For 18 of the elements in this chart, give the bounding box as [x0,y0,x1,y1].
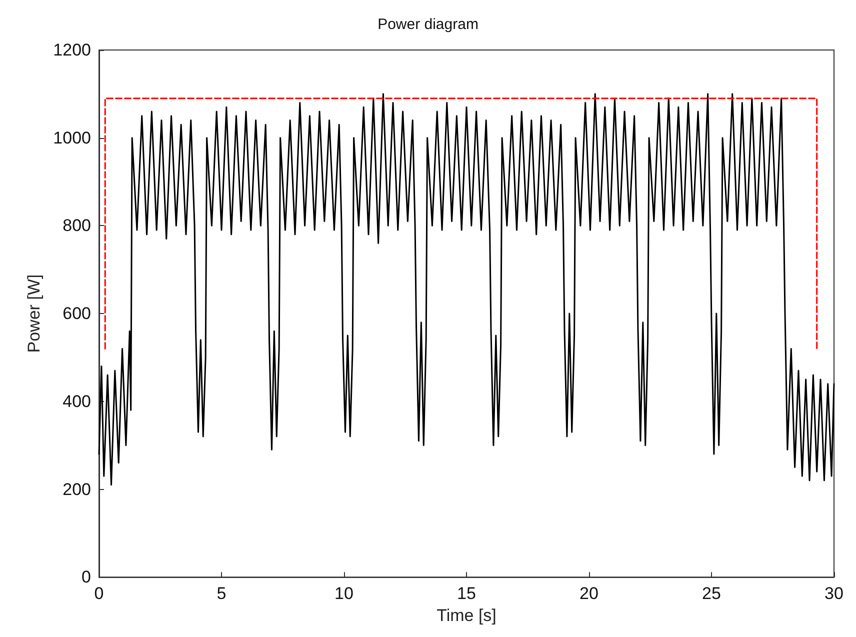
y-tick-label: 1200 [53,40,91,60]
y-tick-label: 0 [82,568,91,587]
x-tick-label: 0 [94,584,104,604]
y-tick-label: 800 [62,216,91,236]
y-tick-label: 600 [62,304,91,324]
y-axis-title: Power [W] [24,274,44,353]
y-tick-label: 200 [62,480,91,499]
y-tick-label: 1000 [53,128,91,148]
chart-title: Power diagram [378,16,478,33]
x-tick-label: 30 [824,584,844,604]
x-tick-label: 20 [580,584,598,604]
x-tick-label: 25 [702,584,721,604]
y-tick-label: 400 [62,392,91,411]
x-axis-title: Time [s] [436,606,496,625]
x-tick-label: 5 [216,584,226,604]
x-tick-label: 10 [334,584,354,604]
x-tick-label: 15 [457,584,476,604]
line-series [98,93,835,486]
